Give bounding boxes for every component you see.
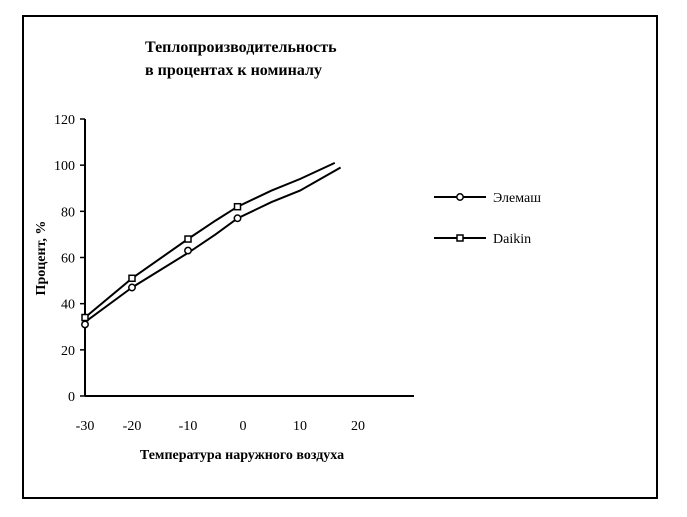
data-point-square — [128, 274, 136, 283]
data-point-circle — [184, 246, 192, 255]
series-group — [81, 161, 342, 329]
x-tick-label: 10 — [293, 419, 307, 434]
x-tick-label: 0 — [240, 419, 247, 434]
x-ticks: -30 -20 -10 0 10 20 — [76, 419, 365, 434]
data-point-circle — [233, 214, 242, 223]
legend: Элемаш Daikin — [434, 191, 541, 247]
y-tick-label: 60 — [61, 252, 75, 267]
y-tick-label: 100 — [54, 159, 75, 174]
data-point-circle — [81, 320, 89, 329]
data-point-square — [184, 235, 192, 243]
y-tick-label: 0 — [68, 390, 75, 405]
y-ticks: 120 100 80 60 40 20 0 — [54, 113, 85, 405]
data-point-circle — [128, 283, 136, 292]
series-line-1 — [84, 166, 342, 323]
data-point-square — [81, 313, 89, 322]
x-tick-label: -20 — [123, 419, 142, 434]
x-axis-label: Температура наружного воздуха — [140, 448, 344, 463]
legend-label-1: Элемаш — [493, 191, 541, 206]
y-axis-label: Процент, % — [34, 221, 49, 296]
x-tick-label: -30 — [76, 419, 95, 434]
y-tick-label: 80 — [61, 205, 75, 220]
x-tick-label: 20 — [351, 419, 365, 434]
chart-frame — [22, 15, 658, 499]
legend-marker-square — [456, 234, 464, 242]
x-tick-label: -10 — [179, 419, 198, 434]
legend-marker-circle — [456, 193, 464, 201]
y-tick-label: 20 — [61, 344, 75, 359]
axes — [84, 119, 414, 397]
legend-label-2: Daikin — [493, 232, 531, 247]
chart-title-line-1: Теплопроизводительность — [145, 39, 337, 56]
chart-title-line-2: в процентах к номиналу — [145, 62, 322, 79]
y-tick-label: 40 — [61, 298, 75, 313]
series-line-2 — [84, 161, 336, 319]
data-point-square — [233, 202, 242, 211]
y-tick-label: 120 — [54, 113, 75, 128]
